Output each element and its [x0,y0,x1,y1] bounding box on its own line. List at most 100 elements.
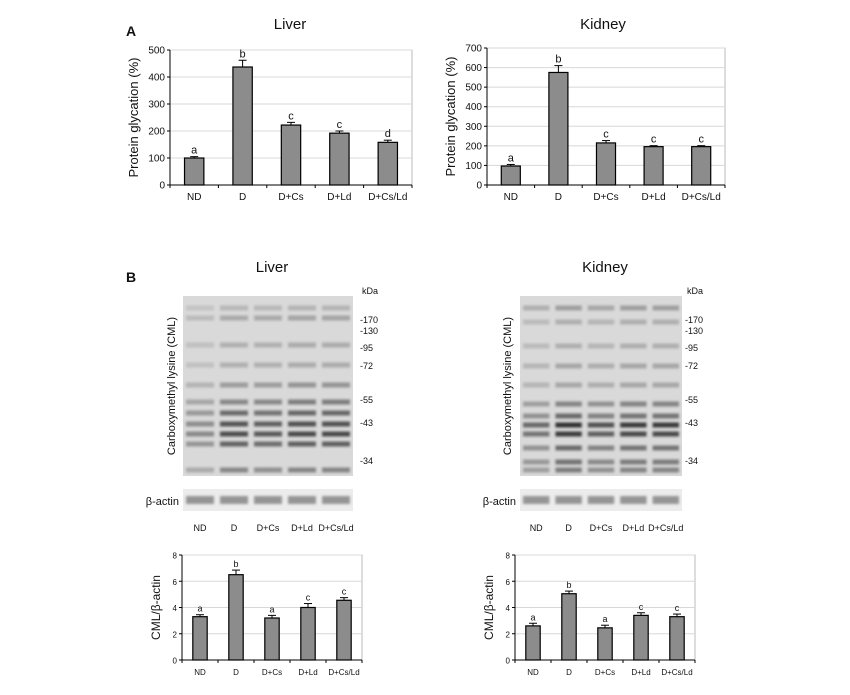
y-tick-label: 8 [506,552,511,561]
protein-band [220,410,248,416]
protein-band [322,467,350,473]
protein-band [620,445,647,451]
significance-letter: b [555,54,561,66]
protein-band [620,343,647,349]
protein-band [587,445,615,451]
y-tick-label: 6 [506,578,511,587]
significance-letter: c [603,129,609,141]
protein-band [288,467,316,473]
protein-band [652,343,679,349]
lane-label: D+Cs [590,523,613,533]
protein-band [322,421,350,427]
x-tick-label: D+Cs [278,192,303,203]
y-tick-label: 200 [465,141,482,152]
protein-band [652,431,679,437]
protein-band [523,445,550,451]
protein-band [254,441,282,447]
protein-band [288,305,316,311]
protein-band [288,410,316,416]
chart-a_kidney: 0 100 200 300 400 500 600 700 a ND b Dc D+Cs c D+Ld c D+… [443,44,726,203]
protein-band [652,445,679,451]
bar [329,132,350,186]
protein-band [523,401,550,407]
protein-band [555,413,582,419]
y-tick-label: 700 [465,44,482,55]
blot-y-label: Carboxymethyl lysine (CML) [502,317,514,455]
protein-band [220,342,248,348]
protein-band [620,467,647,473]
protein-band [555,363,582,369]
bar [228,574,244,661]
protein-band [220,315,248,321]
kda-unit-label: kDa [687,286,703,296]
bar [500,165,521,186]
protein-band [587,431,615,437]
significance-letter: c [306,593,311,603]
y-tick-label: 200 [148,127,165,138]
x-tick-label: D [233,668,239,677]
y-tick-label: 2 [506,630,511,639]
protein-band [555,431,582,437]
protein-band [220,399,248,405]
protein-band [652,467,679,473]
protein-band [523,422,550,428]
bar [377,141,399,186]
protein-band [322,399,350,405]
protein-band [587,305,615,311]
x-tick-label: D+Ld [642,192,666,203]
molecular-weight-marker: -34 [360,456,373,466]
protein-band [254,410,282,416]
x-tick-label: ND [187,192,201,203]
protein-band [220,467,248,473]
lane-label: ND [194,523,207,533]
protein-band [587,467,615,473]
protein-band [220,431,248,437]
lane-label: D+Ld [291,523,313,533]
panel-label-a: A [126,23,136,39]
protein-band [288,431,316,437]
title-a-liver: Liver [274,16,307,33]
protein-band [652,363,679,369]
bar [300,606,316,661]
beta-actin-label: β-actin [483,496,516,508]
significance-letter: a [269,604,274,614]
kda-unit-label: kDa [362,286,378,296]
x-tick-label: ND [194,668,206,677]
western-blot-kidney: ND D D+Cs D+Ld D+Cs/Ld kDa -170-130 -95 -72 -55 -4… [483,286,703,533]
protein-band [523,319,550,325]
protein-band [288,399,316,405]
protein-band [254,305,282,311]
protein-band [523,459,550,465]
y-tick-label: 4 [506,604,511,613]
protein-band [652,401,679,407]
x-tick-label: D+Cs/Ld [368,192,407,203]
molecular-weight-marker: -130 [360,326,378,336]
protein-band [555,319,582,325]
western-blot-liver: ND D D+Cs D+Ld D+Cs/Ld kDa -170-130 -95 -72 -55 -4… [146,286,378,533]
x-tick-label: ND [504,192,518,203]
beta-actin-blot [520,489,682,511]
x-tick-label: D+Cs [262,668,282,677]
title-b-kidney: Kidney [582,259,628,276]
molecular-weight-marker: -170 [360,315,378,325]
bar [336,599,352,661]
protein-band [587,413,615,419]
protein-band [587,422,615,428]
panel-label-b: B [126,269,136,285]
protein-band [186,467,214,473]
protein-band [523,413,550,419]
protein-band [652,305,679,311]
significance-letter: a [191,145,198,157]
protein-band [288,382,316,388]
y-tick-label: 300 [465,122,482,133]
significance-letter: b [566,580,571,590]
lane-label: ND [530,523,543,533]
protein-band [220,382,248,388]
protein-band [322,305,350,311]
protein-band [620,382,647,388]
protein-band [322,315,350,321]
significance-letter: c [651,134,657,146]
y-tick-label: 0 [476,181,482,192]
significance-letter: b [240,48,246,60]
y-tick-label: 600 [465,63,482,74]
